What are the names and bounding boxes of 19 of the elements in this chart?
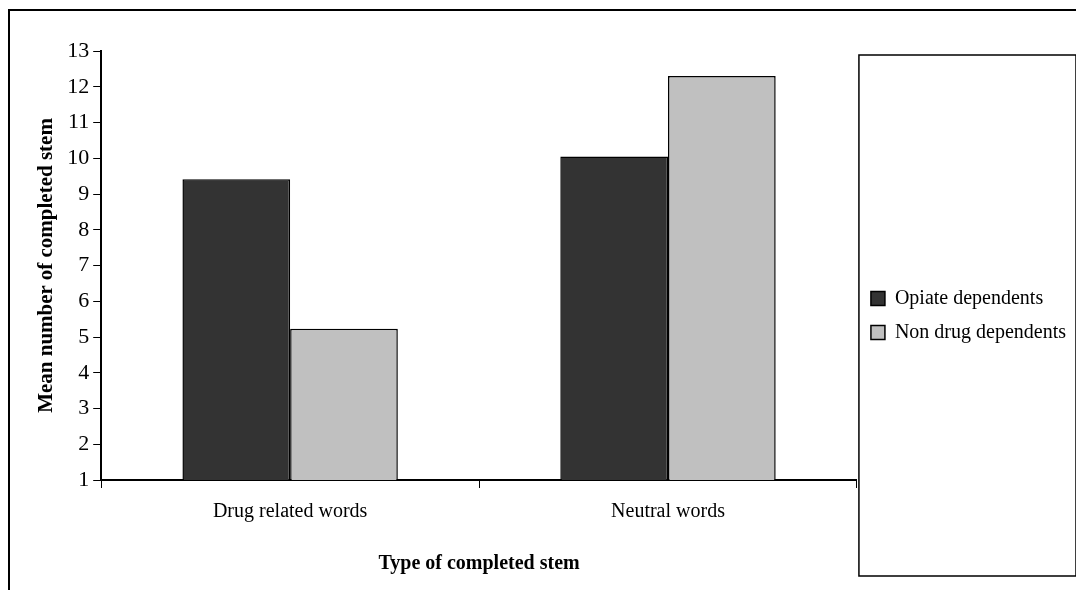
y-tick-label: 4: [78, 358, 90, 384]
y-tick-label: 1: [78, 465, 90, 491]
y-tick-label: 11: [68, 108, 90, 134]
y-tick-label: 8: [78, 215, 90, 241]
y-tick-label: 13: [67, 36, 90, 62]
legend-label: Non drug dependents: [894, 319, 1067, 343]
legend-label: Opiate dependents: [894, 285, 1044, 309]
x-tick-label: Drug related words: [212, 499, 368, 523]
y-tick-label: 5: [78, 322, 90, 348]
y-tick-label: 9: [78, 179, 90, 205]
y-axis-title: Mean number of completed stem: [33, 117, 58, 413]
y-tick-label: 7: [78, 251, 90, 277]
y-tick-label: 10: [67, 144, 90, 170]
y-tick-label: 12: [67, 72, 90, 98]
x-axis-title: Type of completed stem: [378, 551, 581, 575]
x-tick-label: Neutral words: [611, 499, 726, 522]
y-tick-label: 6: [78, 287, 90, 313]
y-tick-label: 3: [78, 394, 90, 420]
y-tick-label: 2: [78, 430, 90, 456]
